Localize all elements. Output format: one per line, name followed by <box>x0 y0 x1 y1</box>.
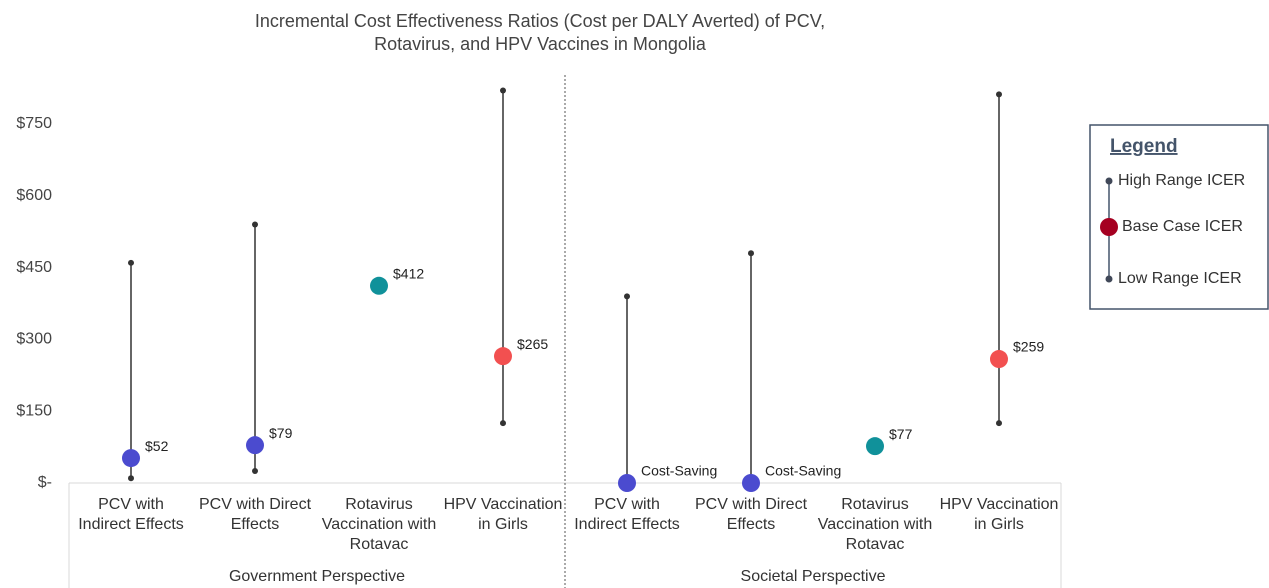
base-point <box>370 276 388 295</box>
legend-box <box>1089 124 1269 310</box>
x-tick-label: HPV Vaccination in Girls <box>939 496 1059 533</box>
chart-title: Incremental Cost Effectiveness Ratios (C… <box>254 11 826 54</box>
value-label: $52 <box>145 438 169 454</box>
x-tick-label: Rotavirus Vaccination with Rotavac <box>321 496 437 553</box>
legend-marker <box>1105 177 1113 185</box>
y-tick-label: $300 <box>16 331 52 348</box>
legend-title: Legend <box>1110 136 1178 157</box>
low-marker <box>996 420 1002 427</box>
low-marker <box>252 468 258 475</box>
x-tick-label: PCV with Indirect Effects <box>574 496 680 533</box>
y-tick-label: $750 <box>16 115 52 132</box>
high-marker <box>996 91 1002 98</box>
base-point <box>494 347 512 366</box>
low-marker <box>500 420 506 427</box>
x-tick-label: PCV with Direct Effects <box>694 496 808 533</box>
high-marker <box>500 87 506 94</box>
legend-marker <box>1100 218 1118 236</box>
high-marker <box>252 221 258 228</box>
base-point <box>990 350 1008 369</box>
low-marker <box>128 475 134 482</box>
value-label: Cost-Saving <box>641 463 717 479</box>
value-label: $79 <box>269 425 293 441</box>
high-marker <box>748 250 754 257</box>
high-marker <box>128 259 134 266</box>
value-label: $77 <box>889 426 913 442</box>
value-label: Cost-Saving <box>765 463 841 479</box>
y-tick-label: $450 <box>16 259 52 276</box>
group-label: Societal Perspective <box>740 568 886 585</box>
y-tick-label: $150 <box>16 402 52 419</box>
group-label: Government Perspective <box>228 568 406 585</box>
legend-label: Low Range ICER <box>1118 270 1242 287</box>
base-point <box>742 474 760 492</box>
value-label: $412 <box>393 265 424 281</box>
x-tick-label: HPV Vaccination in Girls <box>443 496 563 533</box>
base-point <box>122 449 140 468</box>
base-point <box>866 437 884 456</box>
base-point <box>618 474 636 492</box>
base-point <box>246 436 264 455</box>
x-tick-label: PCV with Direct Effects <box>198 496 312 533</box>
y-tick-label: $600 <box>16 187 52 204</box>
value-label: $259 <box>1013 339 1044 355</box>
y-tick-label: $- <box>38 474 52 491</box>
legend-marker <box>1105 275 1113 283</box>
value-label: $265 <box>517 336 548 352</box>
high-marker <box>624 293 630 300</box>
legend-label: High Range ICER <box>1118 172 1245 189</box>
legend-label: Base Case ICER <box>1122 218 1243 235</box>
x-tick-label: Rotavirus Vaccination with Rotavac <box>817 496 933 553</box>
x-tick-label: PCV with Indirect Effects <box>78 496 184 533</box>
